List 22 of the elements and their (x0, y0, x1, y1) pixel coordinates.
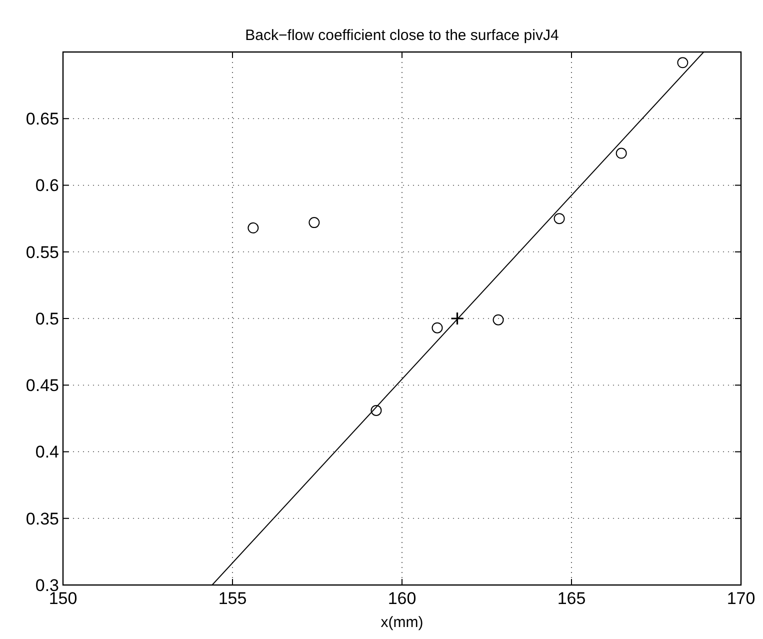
y-tick-label: 0.6 (35, 176, 59, 196)
chart-title: Back−flow coefficient close to the surface pivJ4 (245, 27, 559, 44)
y-tick-label: 0.5 (35, 309, 59, 328)
y-tick-label: 0.45 (26, 376, 59, 396)
point (554, 213, 565, 224)
y-tick-label: 0.4 (35, 442, 59, 462)
point (248, 222, 259, 234)
x-tick-label: 165 (557, 589, 586, 608)
point (450, 312, 464, 326)
point (677, 57, 688, 68)
x-tick-label: 170 (726, 589, 756, 608)
point (432, 322, 443, 334)
x-axis-title: x(mm) (380, 614, 424, 631)
x-tick-label: 160 (388, 589, 416, 608)
y-tick-label: 0.55 (26, 242, 59, 262)
point (308, 217, 320, 228)
x-tick-label: 155 (218, 589, 247, 608)
point (370, 404, 382, 416)
point (492, 314, 504, 326)
point (616, 148, 627, 159)
y-tick-label: 0.65 (26, 110, 59, 129)
y-tick-label: 0.35 (26, 509, 59, 528)
